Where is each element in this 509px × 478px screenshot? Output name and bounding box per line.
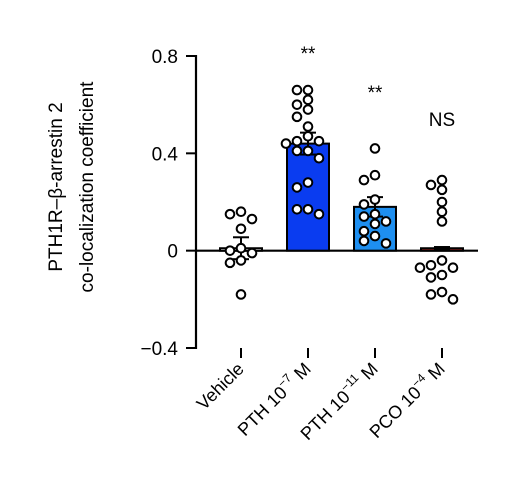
data-point (369, 194, 381, 205)
data-point (436, 174, 448, 186)
data-point (302, 94, 314, 106)
data-point (436, 184, 448, 196)
data-point (302, 145, 314, 157)
data-point (358, 211, 370, 222)
data-point (291, 204, 303, 215)
data-point (380, 216, 392, 227)
data-point (291, 99, 303, 110)
significance-label: ** (301, 44, 316, 65)
data-point (291, 84, 303, 96)
data-point (235, 289, 247, 300)
data-point (302, 177, 314, 188)
data-point (369, 143, 381, 154)
y-axis-title: PTH1R–β-arrestin 2 co-localization coeff… (46, 81, 98, 293)
bar (286, 142, 330, 252)
data-point (436, 216, 448, 227)
data-point (224, 257, 236, 269)
data-point (358, 199, 370, 210)
data-point (447, 262, 459, 274)
data-point (291, 135, 303, 147)
data-point (436, 286, 448, 298)
data-point (447, 294, 459, 305)
data-point (280, 138, 292, 149)
data-point (224, 208, 236, 220)
data-point (291, 182, 303, 193)
x-tick-label-base: PTH 10 (297, 387, 354, 444)
data-point (235, 255, 247, 266)
data-point (313, 152, 325, 164)
data-point (369, 169, 381, 181)
data-point (291, 145, 303, 157)
data-point (369, 230, 381, 242)
significance-label: NS (429, 110, 455, 131)
data-point (436, 269, 448, 281)
y-axis-title-line1: PTH1R–β-arrestin 2 (46, 102, 67, 271)
data-point (358, 174, 370, 186)
data-point (302, 104, 314, 115)
data-point (425, 272, 437, 283)
data-point (224, 245, 236, 256)
data-point (358, 235, 370, 247)
y-tick-label: 0.4 (152, 144, 179, 165)
x-tick-label-base: PTH 10 (234, 383, 291, 440)
data-point (369, 208, 381, 220)
data-point (246, 247, 258, 259)
x-tick-label-group: Vehicle (193, 359, 248, 414)
y-tick-label: 0.8 (152, 47, 178, 68)
data-point (313, 135, 325, 147)
data-point (302, 121, 314, 132)
data-point (235, 242, 247, 254)
data-point (425, 259, 437, 271)
x-tick-label-base: PCO 10 (366, 383, 425, 442)
x-tick-label: Vehicle (193, 359, 248, 414)
data-point (425, 289, 437, 300)
data-point (235, 223, 247, 235)
data-point (358, 225, 370, 237)
y-axis-title-line2: co-localization coefficient (77, 81, 98, 293)
bars (219, 131, 464, 261)
data-point (302, 131, 314, 142)
data-point (235, 206, 247, 218)
significance-label: ** (368, 83, 383, 104)
data-point (246, 213, 258, 225)
y-tick-label: −0.4 (140, 339, 178, 360)
data-point (302, 204, 314, 215)
data-point (369, 218, 381, 230)
data-point (380, 238, 392, 249)
data-point (436, 255, 448, 266)
data-point (414, 262, 426, 274)
data-point (291, 111, 303, 123)
data-point (313, 208, 325, 220)
y-tick-label: 0 (167, 242, 178, 263)
data-point (425, 179, 437, 191)
data-point (302, 84, 314, 96)
data-point (436, 206, 448, 218)
data-points (224, 84, 459, 305)
data-point (436, 196, 448, 208)
